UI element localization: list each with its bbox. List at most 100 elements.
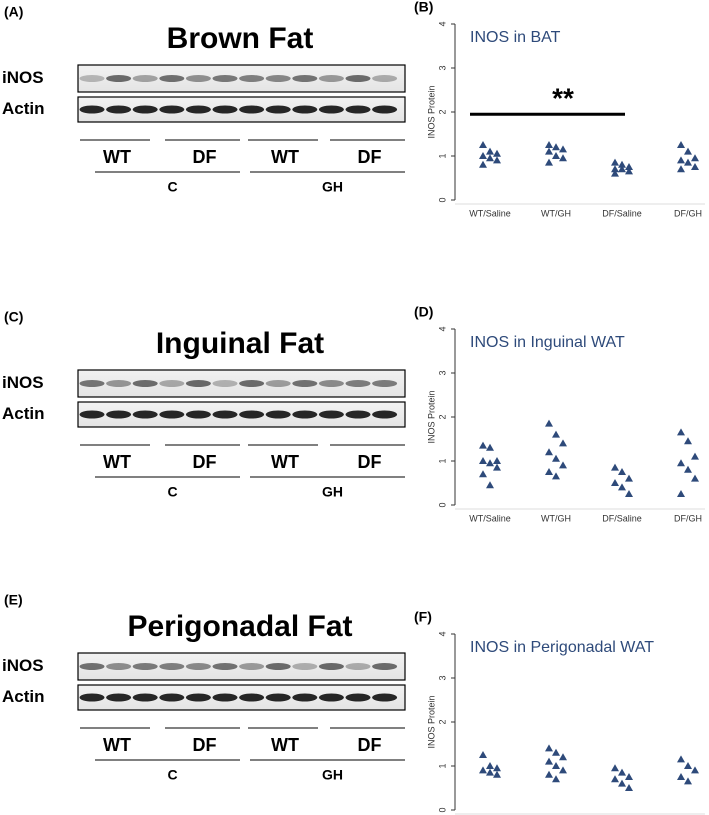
- group-label: WT: [271, 452, 299, 472]
- group-label: WT: [271, 735, 299, 755]
- blot-band: [132, 693, 158, 702]
- data-point: [677, 141, 685, 148]
- blot-band: [292, 75, 318, 82]
- y-tick-label: 2: [437, 414, 447, 419]
- x-tick-label: WT/Saline: [469, 208, 511, 218]
- y-tick-label: 4: [437, 21, 447, 26]
- blot-frame: [77, 652, 406, 681]
- data-point: [691, 766, 699, 774]
- data-point: [618, 768, 626, 776]
- blot-band: [345, 380, 371, 387]
- data-point: [493, 764, 501, 772]
- data-point: [545, 770, 553, 778]
- blot-band: [292, 380, 318, 387]
- data-point: [486, 481, 494, 489]
- blot-band: [372, 663, 398, 670]
- data-point: [552, 762, 560, 769]
- blot-row-label: iNOS: [2, 373, 44, 392]
- blot-band: [292, 105, 318, 114]
- data-point: [479, 441, 487, 449]
- blot-band: [212, 410, 238, 419]
- data-point: [611, 158, 619, 166]
- chart-title: INOS in Inguinal WAT: [470, 334, 625, 351]
- data-point: [545, 468, 553, 475]
- blot-band: [239, 410, 265, 419]
- blot-band: [265, 105, 291, 114]
- data-point: [479, 152, 487, 159]
- data-point: [625, 474, 633, 482]
- data-point: [625, 784, 633, 791]
- blot-band: [345, 410, 371, 419]
- data-point: [559, 461, 567, 469]
- panel-label: (A): [4, 4, 23, 20]
- x-tick-label: DF/Saline: [602, 513, 642, 523]
- blot-band: [79, 693, 105, 702]
- blot-band: [185, 410, 211, 419]
- blot-band: [345, 663, 371, 670]
- blot-band: [372, 380, 398, 387]
- data-point: [545, 757, 553, 765]
- data-point: [677, 459, 685, 467]
- blot-band: [318, 105, 344, 114]
- blot-band: [212, 693, 238, 702]
- blot-band: [345, 75, 371, 82]
- y-axis-label: INOS Protein: [426, 85, 436, 138]
- panel-label: (F): [414, 609, 432, 625]
- blot-band: [372, 693, 398, 702]
- data-point: [677, 490, 685, 497]
- group-label: WT: [271, 147, 299, 167]
- y-tick-label: 2: [437, 109, 447, 114]
- data-point: [625, 167, 633, 175]
- y-tick-label: 2: [437, 719, 447, 724]
- y-axis-label: INOS Protein: [426, 390, 436, 443]
- group-label: DF: [358, 452, 382, 472]
- y-tick-label: 4: [437, 326, 447, 331]
- data-point: [559, 145, 567, 153]
- data-point: [684, 158, 692, 166]
- data-point: [625, 490, 633, 497]
- data-point: [552, 143, 560, 151]
- data-point: [486, 147, 494, 155]
- blot-band: [79, 663, 105, 670]
- x-tick-label: WT/GH: [541, 513, 571, 523]
- data-point: [691, 163, 699, 170]
- blot-band: [159, 105, 185, 114]
- data-point: [559, 154, 567, 162]
- x-tick-label: DF/GH: [674, 208, 702, 218]
- blot-band: [292, 663, 318, 670]
- data-point: [618, 468, 626, 475]
- group-label: WT: [103, 147, 131, 167]
- data-point: [493, 156, 501, 164]
- blot-band: [318, 75, 344, 82]
- y-tick-label: 0: [437, 807, 447, 812]
- blot-band: [185, 663, 211, 670]
- data-point: [677, 428, 685, 436]
- data-point: [552, 454, 560, 462]
- data-point: [559, 766, 567, 774]
- group-label: DF: [358, 147, 382, 167]
- blot-band: [372, 410, 398, 419]
- data-point: [691, 154, 699, 162]
- data-point: [677, 165, 685, 173]
- group-label: DF: [358, 735, 382, 755]
- x-tick-label: DF/Saline: [602, 208, 642, 218]
- blot-band: [106, 75, 132, 82]
- blot-band: [239, 75, 265, 82]
- treatment-label: GH: [322, 767, 343, 783]
- data-point: [552, 748, 560, 756]
- blot-band: [239, 663, 265, 670]
- blot-band: [79, 380, 105, 387]
- data-point: [611, 169, 619, 177]
- blot-band: [212, 75, 238, 82]
- blot-band: [132, 380, 158, 387]
- data-point: [618, 779, 626, 787]
- data-point: [479, 141, 487, 148]
- group-label: DF: [193, 452, 217, 472]
- data-point: [545, 141, 553, 148]
- blot-band: [318, 380, 344, 387]
- treatment-label: C: [167, 484, 177, 500]
- data-point: [677, 156, 685, 164]
- x-tick-label: WT/GH: [541, 208, 571, 218]
- blot-band: [159, 75, 185, 82]
